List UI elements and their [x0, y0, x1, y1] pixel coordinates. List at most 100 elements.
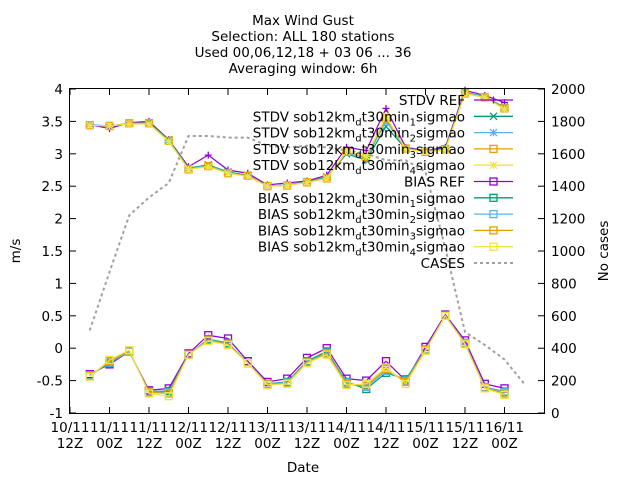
title-line-1: Max Wind Gust	[252, 13, 354, 29]
x-tick-label-hour: 12Z	[57, 436, 83, 452]
data-point	[421, 346, 430, 355]
data-point	[85, 121, 94, 130]
data-point	[322, 174, 331, 183]
legend-entry: STDV sob12kmdt30min1sigmao	[253, 109, 513, 128]
x-tick-label-hour: 12Z	[373, 436, 399, 452]
legend-label: BIAS sob12kmdt30min3sigmao	[258, 223, 465, 242]
data-point	[125, 120, 134, 128]
data-point	[302, 358, 312, 368]
x-tick-label-hour: 00Z	[412, 436, 438, 452]
x-tick-label-date: 16/11	[485, 420, 524, 436]
legend-label: STDV sob12kmdt30min2sigmao	[253, 126, 465, 145]
legend-entry: STDV sob12kmdt30min3sigmao	[253, 142, 513, 161]
series-9	[85, 311, 509, 401]
legend-label: BIAS sob12kmdt30min2sigmao	[258, 207, 465, 226]
legend-label: BIAS sob12kmdt30min4sigmao	[258, 240, 465, 259]
chart-title: Max Wind Gust Selection: ALL 180 station…	[195, 13, 412, 77]
series-line	[89, 314, 505, 395]
legend-marker	[489, 226, 498, 235]
data-point	[164, 392, 173, 401]
y2-tick-label: 0	[551, 406, 560, 422]
x-tick-label-hour: 12Z	[136, 436, 162, 452]
series-line	[89, 314, 505, 393]
y-tick-label: 2	[54, 212, 63, 228]
data-point	[381, 363, 391, 372]
data-point	[480, 384, 489, 393]
series-line	[89, 314, 505, 393]
axes-group: -1 -0.5 0 0.5 1 1.5 2 2.5 3 3.5 4 0 200 400 600 800 1000…	[37, 82, 586, 452]
series-line	[89, 313, 505, 391]
data-point	[441, 145, 450, 154]
legend-marker	[489, 242, 498, 251]
data-point	[401, 379, 410, 388]
x-tick-label-hour: 12Z	[215, 436, 241, 452]
legend-marker	[489, 209, 498, 219]
data-point	[144, 389, 154, 398]
data-point	[105, 122, 114, 130]
data-point	[145, 120, 153, 128]
series-line	[89, 92, 505, 187]
legend-entry: STDV sob12kmdt30min4sigmao	[253, 158, 513, 177]
legend-entry: CASES	[421, 256, 513, 272]
y-tick-label: 0	[54, 341, 63, 357]
x-tick-label-hour: 00Z	[96, 436, 122, 452]
x-tick-label-date: 15/11	[406, 420, 445, 436]
legend-label: CASES	[421, 256, 465, 272]
series-7	[85, 311, 509, 397]
x-tick-label-date: 12/11	[209, 420, 248, 436]
legend-label: STDV sob12kmdt30min4sigmao	[253, 158, 465, 177]
legend-entry: BIAS REF	[404, 175, 513, 191]
data-point	[263, 380, 272, 390]
x-tick-label-date: 13/11	[288, 420, 327, 436]
data-point	[125, 345, 134, 355]
x-tick-label-date: 11/11	[130, 420, 169, 436]
legend-marker	[489, 128, 498, 137]
y-tick-label: 4	[54, 82, 63, 98]
data-point	[480, 93, 489, 102]
y2-tick-label: 800	[551, 276, 577, 292]
legend-marker	[489, 112, 498, 121]
y-tick-label: -1	[50, 406, 63, 422]
data-point	[243, 358, 252, 368]
data-point	[204, 336, 213, 346]
legend-entry: STDV REF	[399, 93, 513, 109]
y-tick-label: 1.5	[42, 244, 63, 260]
y2-tick-label: 1000	[551, 244, 585, 260]
data-point	[500, 390, 509, 400]
cases-line	[88, 134, 526, 385]
x-tick-label-date: 14/11	[327, 420, 366, 436]
title-line-4: Averaging window: 6h	[229, 61, 378, 77]
y2-tick-label: 1600	[551, 147, 585, 163]
data-point	[283, 379, 292, 388]
x-tick-label-date: 11/11	[90, 420, 129, 436]
y-axis-label: m/s	[8, 239, 24, 264]
data-point	[401, 145, 410, 154]
data-point	[224, 169, 232, 178]
series-line	[89, 314, 505, 397]
y2-tick-label: 1400	[551, 179, 585, 195]
legend-entry: BIAS sob12kmdt30min2sigmao	[258, 207, 513, 226]
x-tick-label-date: 10/11	[51, 420, 90, 436]
legend-marker	[490, 96, 497, 104]
x-tick-label-date: 15/11	[446, 420, 485, 436]
data-point	[223, 340, 233, 350]
series-6	[85, 311, 509, 396]
y2-axis-label: No cases	[596, 221, 612, 282]
y-tick-label: 3.5	[42, 114, 63, 130]
x-tick-label-hour: 00Z	[175, 436, 201, 452]
x-tick-label-date: 12/11	[169, 420, 208, 436]
legend-label: BIAS REF	[404, 175, 465, 191]
data-point	[342, 147, 351, 156]
x-tick-label-hour: 12Z	[294, 436, 320, 452]
x-tick-label-hour: 00Z	[491, 436, 517, 452]
series-5	[85, 310, 509, 395]
legend-label: STDV sob12kmdt30min3sigmao	[253, 142, 465, 161]
data-point	[105, 355, 114, 365]
title-line-2: Selection: ALL 180 stations	[211, 29, 394, 45]
data-point	[382, 104, 390, 112]
data-point	[421, 147, 430, 156]
legend-label: STDV REF	[399, 93, 465, 109]
data-point	[382, 112, 390, 121]
y2-tick-label: 1200	[551, 212, 585, 228]
